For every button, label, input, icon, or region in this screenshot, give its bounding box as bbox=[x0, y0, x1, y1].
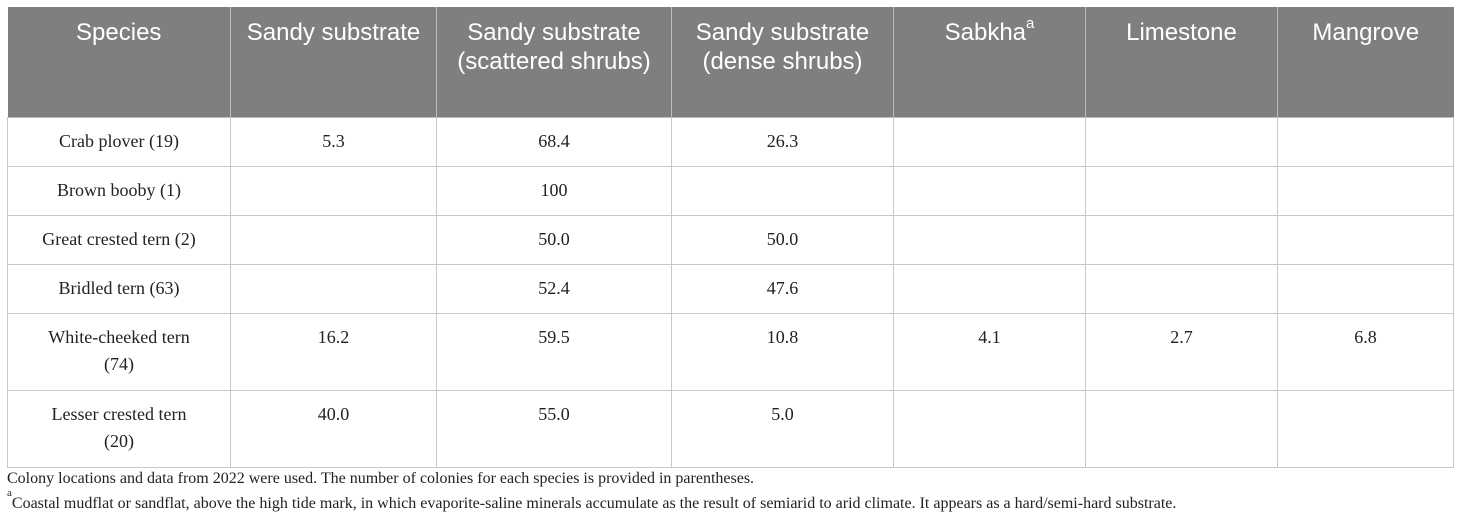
value-cell: 6.8 bbox=[1277, 312, 1454, 391]
value-cell bbox=[671, 165, 894, 216]
table-row: Lesser crested tern (20) 40.0 55.0 5.0 bbox=[7, 389, 1454, 468]
footnote-sabkha: aCoastal mudflat or sandflat, above the … bbox=[7, 488, 1453, 516]
value-cell: 100 bbox=[436, 165, 672, 216]
value-cell: 2.7 bbox=[1085, 312, 1278, 391]
value-cell bbox=[1277, 116, 1454, 167]
value-cell: 16.2 bbox=[230, 312, 437, 391]
footnote-marker: a bbox=[7, 487, 12, 499]
species-cell: Great crested tern (2) bbox=[7, 214, 231, 265]
footnote-general: Colony locations and data from 2022 were… bbox=[7, 470, 755, 487]
table-footnotes: Colony locations and data from 2022 were… bbox=[7, 466, 1453, 516]
table-row: Great crested tern (2) 50.0 50.0 bbox=[7, 214, 1454, 265]
table-row: Brown booby (1) 100 bbox=[7, 165, 1454, 216]
column-header-sabkha: Sabkhaa bbox=[893, 7, 1086, 118]
value-cell bbox=[1085, 116, 1278, 167]
footnote-sabkha-text: Coastal mudflat or sandflat, above the h… bbox=[11, 495, 1177, 512]
value-cell bbox=[1085, 263, 1278, 314]
column-header-sandy-scattered: Sandy substrate (scattered shrubs) bbox=[436, 7, 672, 118]
value-cell bbox=[1085, 165, 1278, 216]
value-cell: 59.5 bbox=[436, 312, 672, 391]
value-cell: 40.0 bbox=[230, 389, 437, 468]
value-cell bbox=[1277, 165, 1454, 216]
column-header-sandy-substrate: Sandy substrate bbox=[230, 7, 437, 118]
value-cell bbox=[1277, 214, 1454, 265]
value-cell bbox=[230, 165, 437, 216]
column-header-species: Species bbox=[7, 7, 231, 118]
table-row: Bridled tern (63) 52.4 47.6 bbox=[7, 263, 1454, 314]
value-cell: 5.0 bbox=[671, 389, 894, 468]
value-cell bbox=[1277, 263, 1454, 314]
species-cell: Brown booby (1) bbox=[7, 165, 231, 216]
value-cell bbox=[230, 263, 437, 314]
value-cell: 26.3 bbox=[671, 116, 894, 167]
column-header-mangrove: Mangrove bbox=[1277, 7, 1454, 118]
value-cell bbox=[893, 116, 1086, 167]
table-row: White-cheeked tern (74) 16.2 59.5 10.8 4… bbox=[7, 312, 1454, 391]
value-cell bbox=[1277, 389, 1454, 468]
value-cell bbox=[893, 389, 1086, 468]
value-cell: 4.1 bbox=[893, 312, 1086, 391]
value-cell: 50.0 bbox=[671, 214, 894, 265]
footnote-marker: a bbox=[1026, 15, 1035, 32]
value-cell bbox=[1085, 214, 1278, 265]
table-row: Crab plover (19) 5.3 68.4 26.3 bbox=[7, 116, 1454, 167]
value-cell bbox=[1085, 389, 1278, 468]
value-cell bbox=[230, 214, 437, 265]
species-cell: Bridled tern (63) bbox=[7, 263, 231, 314]
value-cell: 50.0 bbox=[436, 214, 672, 265]
column-header-limestone: Limestone bbox=[1085, 7, 1278, 118]
value-cell: 52.4 bbox=[436, 263, 672, 314]
value-cell: 47.6 bbox=[671, 263, 894, 314]
value-cell: 68.4 bbox=[436, 116, 672, 167]
value-cell bbox=[893, 214, 1086, 265]
table-container: Species Sandy substrate Sandy substrate … bbox=[7, 7, 1454, 468]
value-cell: 55.0 bbox=[436, 389, 672, 468]
column-header-sandy-dense: Sandy substrate (dense shrubs) bbox=[671, 7, 894, 118]
value-cell: 5.3 bbox=[230, 116, 437, 167]
habitat-table: Species Sandy substrate Sandy substrate … bbox=[7, 7, 1454, 468]
header-row: Species Sandy substrate Sandy substrate … bbox=[7, 7, 1454, 118]
species-cell: Crab plover (19) bbox=[7, 116, 231, 167]
species-cell: Lesser crested tern (20) bbox=[7, 389, 231, 468]
value-cell: 10.8 bbox=[671, 312, 894, 391]
value-cell bbox=[893, 165, 1086, 216]
value-cell bbox=[893, 263, 1086, 314]
species-cell: White-cheeked tern (74) bbox=[7, 312, 231, 391]
